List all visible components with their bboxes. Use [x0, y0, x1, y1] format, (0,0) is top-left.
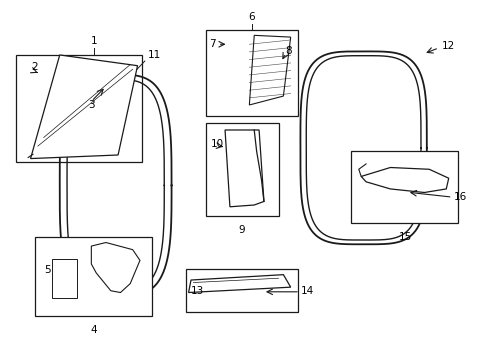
Text: 7: 7: [209, 39, 216, 49]
Polygon shape: [30, 55, 137, 158]
Text: 13: 13: [191, 286, 204, 296]
Polygon shape: [188, 275, 290, 293]
Text: 5: 5: [44, 265, 51, 275]
Bar: [52, 258, 77, 298]
Text: 6: 6: [248, 12, 255, 22]
Polygon shape: [224, 130, 264, 207]
Text: 2: 2: [31, 63, 38, 72]
Bar: [351, 152, 458, 223]
Text: 10: 10: [210, 139, 223, 149]
Polygon shape: [249, 35, 290, 105]
Text: 3: 3: [88, 100, 95, 110]
Text: 9: 9: [238, 225, 245, 235]
Bar: [205, 123, 278, 216]
Bar: [35, 237, 152, 316]
Text: 11: 11: [148, 50, 161, 60]
Polygon shape: [91, 243, 140, 293]
Text: 8: 8: [285, 46, 291, 57]
Text: 15: 15: [398, 232, 411, 242]
Bar: [186, 269, 297, 312]
Text: 14: 14: [300, 287, 313, 296]
Bar: [205, 30, 297, 116]
Text: 16: 16: [453, 192, 466, 202]
Polygon shape: [361, 167, 448, 193]
Text: 1: 1: [91, 36, 98, 46]
Text: 12: 12: [441, 41, 454, 51]
Text: 4: 4: [90, 325, 97, 335]
Bar: [16, 55, 142, 162]
